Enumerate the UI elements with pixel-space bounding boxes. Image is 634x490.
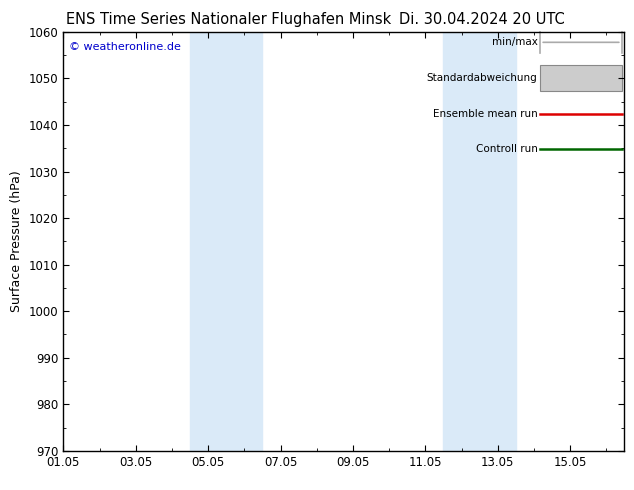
Text: Di. 30.04.2024 20 UTC: Di. 30.04.2024 20 UTC bbox=[399, 12, 565, 27]
Bar bbox=[190, 32, 262, 451]
Bar bbox=[444, 32, 516, 451]
Text: © weatheronline.de: © weatheronline.de bbox=[69, 42, 181, 52]
Text: Standardabweichung: Standardabweichung bbox=[427, 73, 538, 83]
Text: min/max: min/max bbox=[491, 37, 538, 48]
Bar bbox=[540, 65, 622, 91]
Text: ENS Time Series Nationaler Flughafen Minsk: ENS Time Series Nationaler Flughafen Min… bbox=[65, 12, 391, 27]
Text: Ensemble mean run: Ensemble mean run bbox=[433, 109, 538, 119]
Text: Controll run: Controll run bbox=[476, 144, 538, 154]
Y-axis label: Surface Pressure (hPa): Surface Pressure (hPa) bbox=[10, 171, 23, 312]
